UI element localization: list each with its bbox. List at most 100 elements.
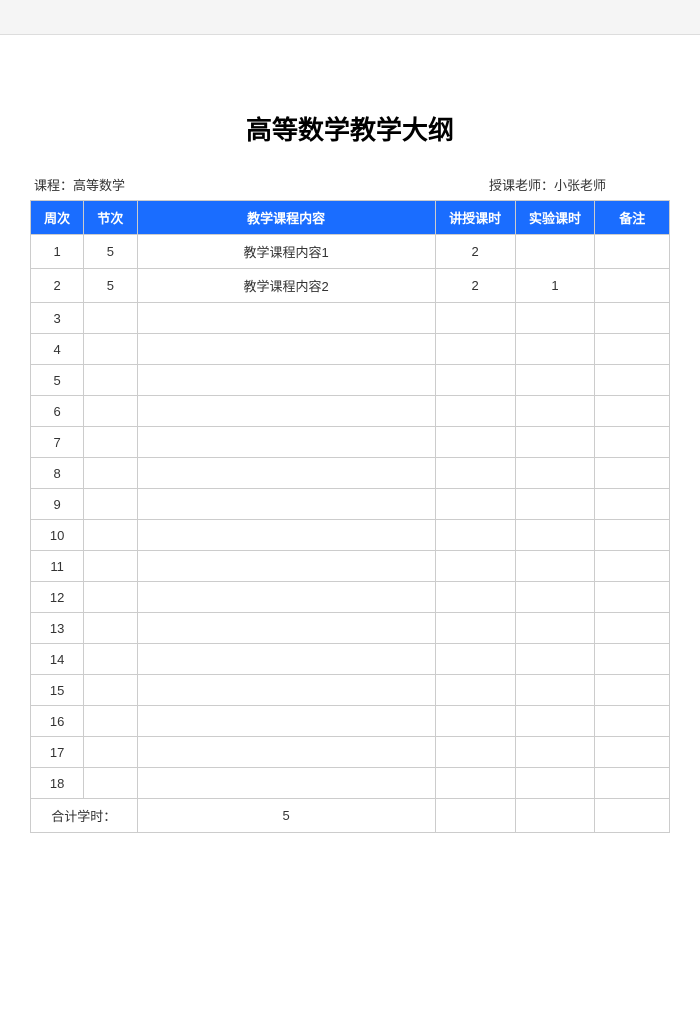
cell-week: 8: [31, 458, 84, 489]
cell-lecture: [435, 396, 515, 427]
cell-lab: [515, 235, 595, 269]
cell-session: [84, 334, 137, 365]
cell-lecture: [435, 303, 515, 334]
cell-week: 11: [31, 551, 84, 582]
cell-lab: [515, 520, 595, 551]
header-lab: 实验课时: [515, 201, 595, 235]
cell-session: [84, 675, 137, 706]
cell-content: 教学课程内容2: [137, 269, 435, 303]
cell-lab: [515, 768, 595, 799]
cell-content: [137, 427, 435, 458]
cell-week: 18: [31, 768, 84, 799]
cell-week: 17: [31, 737, 84, 768]
cell-content: [137, 768, 435, 799]
cell-content: 教学课程内容1: [137, 235, 435, 269]
table-row: 17: [31, 737, 670, 768]
cell-lecture: [435, 737, 515, 768]
cell-week: 5: [31, 365, 84, 396]
table-row: 6: [31, 396, 670, 427]
table-row: 8: [31, 458, 670, 489]
cell-lecture: [435, 706, 515, 737]
cell-lecture: [435, 644, 515, 675]
cell-lecture: [435, 551, 515, 582]
cell-lecture: [435, 458, 515, 489]
cell-note: [595, 520, 670, 551]
summary-value: 5: [137, 799, 435, 833]
cell-session: [84, 458, 137, 489]
cell-note: [595, 269, 670, 303]
cell-note: [595, 427, 670, 458]
summary-note: [595, 799, 670, 833]
cell-lab: [515, 303, 595, 334]
cell-session: [84, 427, 137, 458]
cell-note: [595, 489, 670, 520]
cell-content: [137, 706, 435, 737]
cell-lab: [515, 427, 595, 458]
cell-lab: [515, 551, 595, 582]
cell-lab: [515, 737, 595, 768]
cell-lab: [515, 396, 595, 427]
cell-week: 3: [31, 303, 84, 334]
cell-session: [84, 365, 137, 396]
cell-lab: [515, 489, 595, 520]
cell-lecture: [435, 334, 515, 365]
table-row: 14: [31, 644, 670, 675]
cell-content: [137, 551, 435, 582]
cell-lab: 1: [515, 269, 595, 303]
cell-note: [595, 365, 670, 396]
header-lecture: 讲授课时: [435, 201, 515, 235]
header-week: 周次: [31, 201, 84, 235]
cell-lab: [515, 675, 595, 706]
info-row: 课程：高等数学 授课老师：小张老师: [30, 175, 670, 194]
cell-lecture: [435, 675, 515, 706]
cell-session: [84, 737, 137, 768]
table-row: 5: [31, 365, 670, 396]
table-row: 9: [31, 489, 670, 520]
cell-lecture: [435, 520, 515, 551]
header-note: 备注: [595, 201, 670, 235]
cell-session: [84, 396, 137, 427]
cell-session: [84, 551, 137, 582]
cell-lab: [515, 458, 595, 489]
cell-note: [595, 334, 670, 365]
table-row: 18: [31, 768, 670, 799]
cell-lab: [515, 613, 595, 644]
table-header-row: 周次 节次 教学课程内容 讲授课时 实验课时 备注: [31, 201, 670, 235]
cell-week: 6: [31, 396, 84, 427]
cell-note: [595, 613, 670, 644]
cell-week: 9: [31, 489, 84, 520]
cell-content: [137, 458, 435, 489]
cell-content: [137, 365, 435, 396]
summary-row: 合计学时： 5: [31, 799, 670, 833]
cell-note: [595, 768, 670, 799]
cell-week: 13: [31, 613, 84, 644]
cell-week: 10: [31, 520, 84, 551]
table-row: 3: [31, 303, 670, 334]
cell-lecture: [435, 613, 515, 644]
teacher-label: 授课老师：: [489, 178, 554, 193]
summary-label: 合计学时：: [31, 799, 138, 833]
cell-week: 14: [31, 644, 84, 675]
cell-week: 15: [31, 675, 84, 706]
cell-session: 5: [84, 269, 137, 303]
table-row: 7: [31, 427, 670, 458]
cell-lecture: [435, 365, 515, 396]
cell-week: 2: [31, 269, 84, 303]
table-row: 4: [31, 334, 670, 365]
cell-note: [595, 396, 670, 427]
course-name: 高等数学: [73, 178, 125, 193]
cell-note: [595, 235, 670, 269]
cell-session: [84, 768, 137, 799]
cell-week: 1: [31, 235, 84, 269]
cell-note: [595, 706, 670, 737]
syllabus-table: 周次 节次 教学课程内容 讲授课时 实验课时 备注 15教学课程内容1225教学…: [30, 200, 670, 833]
table-row: 15教学课程内容12: [31, 235, 670, 269]
cell-session: [84, 520, 137, 551]
summary-lecture: [435, 799, 515, 833]
cell-content: [137, 613, 435, 644]
cell-lab: [515, 644, 595, 675]
cell-note: [595, 458, 670, 489]
document-page: 高等数学教学大纲 课程：高等数学 授课老师：小张老师 周次 节次 教学课程内容 …: [0, 35, 700, 1030]
page-title: 高等数学教学大纲: [30, 110, 670, 147]
cell-lab: [515, 365, 595, 396]
